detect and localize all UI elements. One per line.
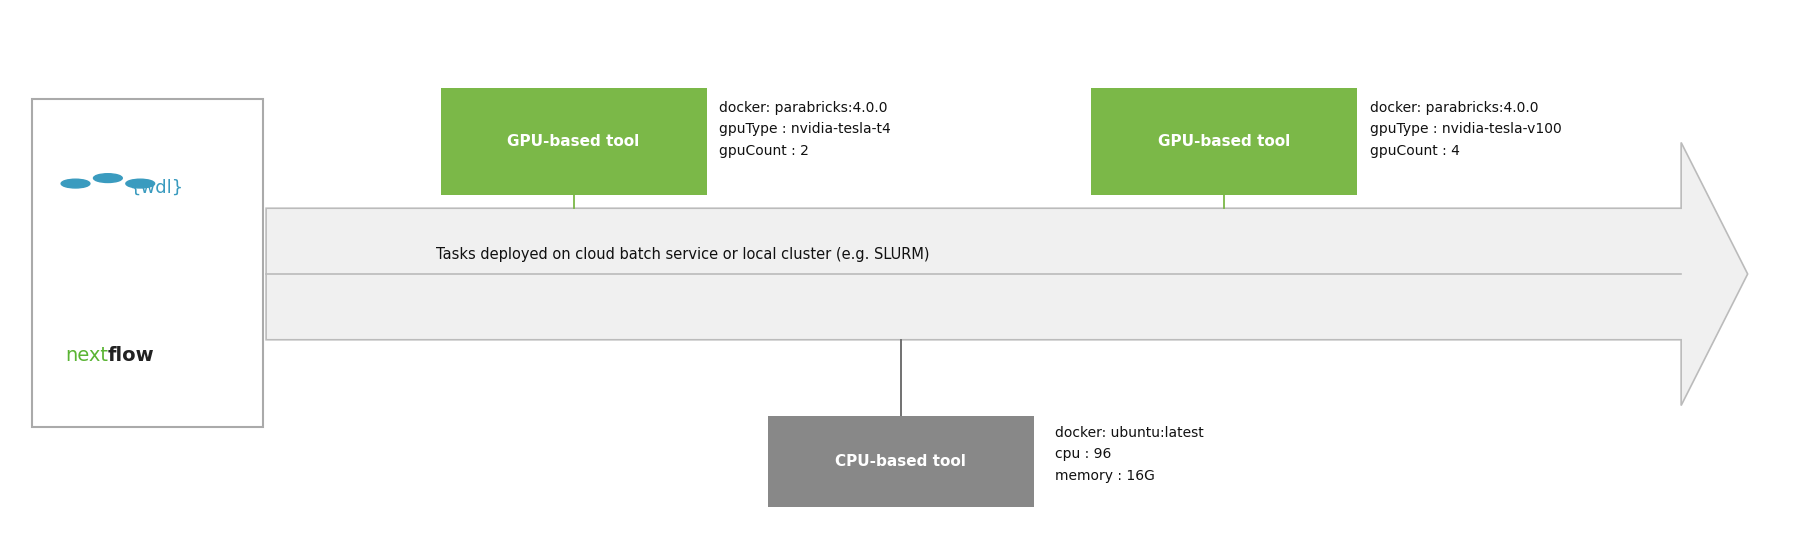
Text: {wdl}: {wdl} <box>129 179 183 196</box>
Text: next: next <box>65 346 108 364</box>
Polygon shape <box>266 142 1748 406</box>
Text: docker: parabricks:4.0.0
gpuType : nvidia-tesla-t4
gpuCount : 2: docker: parabricks:4.0.0 gpuType : nvidi… <box>719 100 892 158</box>
Text: CPU-based tool: CPU-based tool <box>836 454 966 469</box>
FancyBboxPatch shape <box>768 416 1034 507</box>
FancyBboxPatch shape <box>441 88 707 195</box>
Circle shape <box>126 179 155 188</box>
Text: GPU-based tool: GPU-based tool <box>507 134 640 149</box>
Text: flow: flow <box>108 346 155 364</box>
Text: GPU-based tool: GPU-based tool <box>1158 134 1291 149</box>
Circle shape <box>61 179 90 188</box>
FancyBboxPatch shape <box>1091 88 1357 195</box>
Text: Tasks deployed on cloud batch service or local cluster (e.g. SLURM): Tasks deployed on cloud batch service or… <box>437 247 930 262</box>
Text: docker: ubuntu:latest
cpu : 96
memory : 16G: docker: ubuntu:latest cpu : 96 memory : … <box>1055 425 1205 483</box>
Circle shape <box>93 174 122 182</box>
Text: docker: parabricks:4.0.0
gpuType : nvidia-tesla-v100
gpuCount : 4: docker: parabricks:4.0.0 gpuType : nvidi… <box>1370 100 1562 158</box>
FancyBboxPatch shape <box>32 99 263 427</box>
